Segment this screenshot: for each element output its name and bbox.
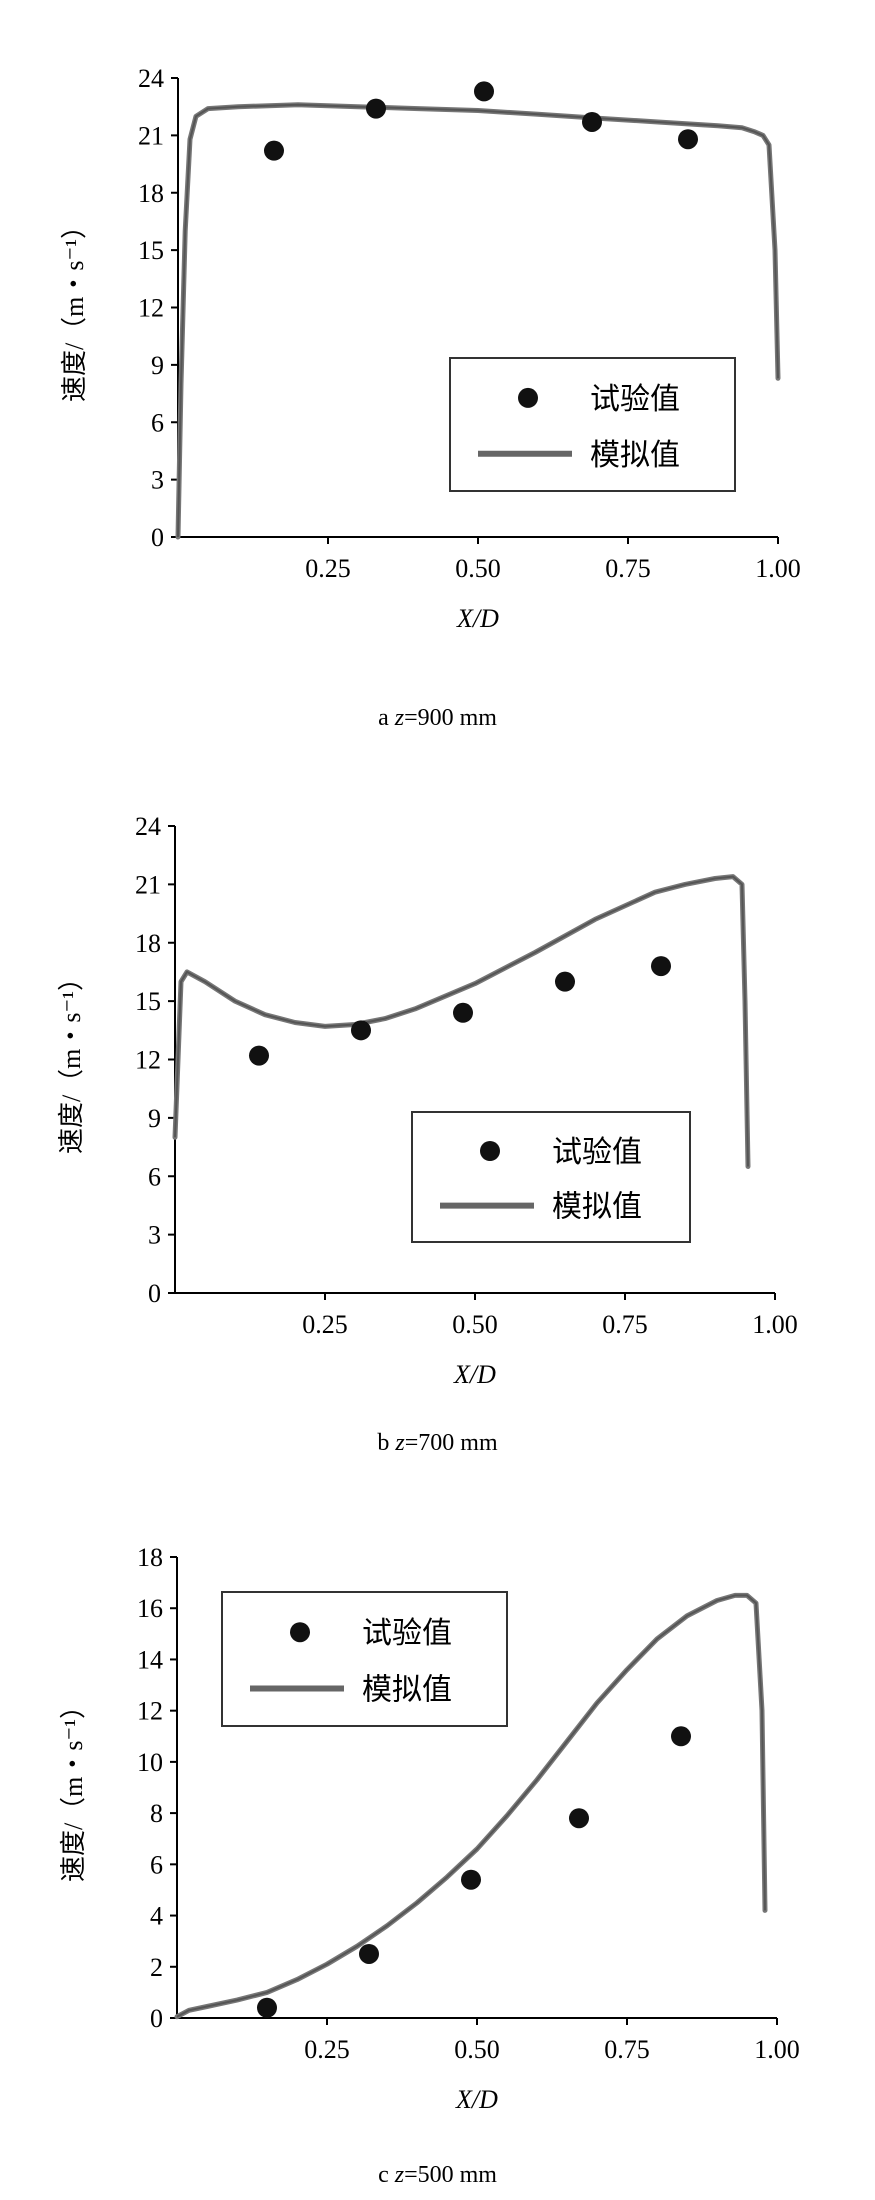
legend-box <box>221 1591 508 1727</box>
x-axis-label: X/D <box>453 1360 496 1389</box>
simulated-curve-core <box>177 103 779 538</box>
chart-panel-c: 0 2 4 6 8 10 12 14 16 18 0.25 0.50 0.75 1.00 X/D 速度/（m・… <box>0 1480 875 2200</box>
experimental-point <box>351 1020 371 1041</box>
legend-label-simulated: 模拟值 <box>552 1190 642 1225</box>
caption-value: =700 mm <box>404 1430 498 1456</box>
y-tick-label: 0 <box>151 523 164 552</box>
legend-marker-experimental <box>290 1622 310 1643</box>
x-axis-label: X/D <box>455 2085 498 2114</box>
y-tick-label: 2 <box>150 1953 163 1982</box>
experimental-point <box>555 971 575 992</box>
legend-box <box>449 357 736 492</box>
x-tick-label: 0.50 <box>454 2035 500 2064</box>
simulated-curve-core <box>174 875 749 1167</box>
experimental-point <box>671 1726 691 1747</box>
y-tick-label: 14 <box>137 1645 163 1674</box>
experimental-point <box>366 98 386 119</box>
chart-caption-b: b z=700 mm <box>0 1430 875 1457</box>
x-tick-label: 0.25 <box>304 2035 350 2064</box>
y-tick-label: 12 <box>138 294 164 323</box>
experimental-point <box>569 1808 589 1829</box>
y-tick-label: 6 <box>148 1162 161 1191</box>
chart-svg-c: 0 2 4 6 8 10 12 14 16 18 0.25 0.50 0.75 1.00 X/D 速度/（m・… <box>59 1543 800 2114</box>
x-tick-label: 1.00 <box>752 1310 798 1339</box>
experimental-point <box>678 129 698 150</box>
y-tick-label: 21 <box>135 870 161 899</box>
x-tick-label: 0.50 <box>452 1310 498 1339</box>
caption-prefix: a <box>378 705 395 731</box>
x-tick-label: 0.75 <box>602 1310 648 1339</box>
y-tick-label: 15 <box>138 236 164 265</box>
chart-panel-b: 0 3 6 9 12 15 18 21 24 0.25 0.50 0.75 1.00 X/D 速度/（m・s… <box>0 740 875 1480</box>
experimental-point <box>453 1002 473 1023</box>
experimental-point <box>582 111 602 132</box>
legend-box <box>411 1111 691 1243</box>
experimental-point <box>474 81 494 102</box>
chart-caption-c: c z=500 mm <box>0 2162 875 2189</box>
experimental-point <box>257 1997 277 2018</box>
y-tick-label: 16 <box>137 1594 163 1623</box>
x-tick-label: 1.00 <box>754 2035 800 2064</box>
experimental-point <box>249 1045 269 1066</box>
x-tick-label: 0.25 <box>302 1310 348 1339</box>
y-axis-label: 速度/（m・s⁻¹） <box>59 1693 88 1882</box>
y-tick-label: 24 <box>135 812 161 841</box>
legend-marker-experimental <box>518 387 538 408</box>
legend-label-simulated: 模拟值 <box>590 438 680 473</box>
legend-label-experimental: 试验值 <box>590 382 680 417</box>
chart-caption-a: a z=900 mm <box>0 705 875 732</box>
y-tick-label: 10 <box>137 1748 163 1777</box>
experimental-point <box>461 1869 481 1890</box>
x-tick-label: 0.25 <box>305 554 351 583</box>
y-tick-label: 24 <box>138 64 164 93</box>
x-tick-label: 0.75 <box>605 554 651 583</box>
legend-label-experimental: 试验值 <box>552 1135 642 1170</box>
chart-svg-a: 0 3 6 9 12 15 18 21 24 0.25 0.50 0.75 1.00 X/D 速度/（m・s… <box>60 64 801 633</box>
caption-prefix: c <box>378 2162 395 2188</box>
caption-value: =500 mm <box>404 2162 497 2188</box>
y-axis-label: 速度/（m・s⁻¹） <box>57 965 86 1154</box>
y-tick-label: 0 <box>148 1279 161 1308</box>
x-axis-label: X/D <box>456 604 499 633</box>
x-tick-label: 0.75 <box>604 2035 650 2064</box>
y-tick-label: 3 <box>148 1221 161 1250</box>
y-tick-label: 21 <box>138 121 164 150</box>
y-tick-label: 12 <box>137 1697 163 1726</box>
experimental-point <box>651 956 671 977</box>
y-tick-label: 6 <box>151 408 164 437</box>
experimental-point <box>264 140 284 161</box>
caption-value: =900 mm <box>404 705 497 731</box>
y-tick-label: 9 <box>148 1104 161 1133</box>
chart-svg-b: 0 3 6 9 12 15 18 21 24 0.25 0.50 0.75 1.00 X/D 速度/（m・s… <box>57 812 798 1389</box>
y-axis-label: 速度/（m・s⁻¹） <box>60 213 89 402</box>
caption-prefix: b <box>377 1430 396 1456</box>
y-tick-label: 8 <box>150 1799 163 1828</box>
y-tick-label: 6 <box>150 1850 163 1879</box>
y-tick-label: 18 <box>135 929 161 958</box>
caption-variable: z <box>394 2162 405 2188</box>
chart-panel-a: 0 3 6 9 12 15 18 21 24 0.25 0.50 0.75 1.00 X/D 速度/（m・s… <box>0 0 875 740</box>
y-tick-label: 18 <box>137 1543 163 1572</box>
y-tick-label: 4 <box>150 1902 163 1931</box>
caption-variable: z <box>395 1430 405 1456</box>
y-tick-label: 12 <box>135 1046 161 1075</box>
y-tick-label: 3 <box>151 466 164 495</box>
y-tick-label: 18 <box>138 179 164 208</box>
y-tick-label: 9 <box>151 351 164 380</box>
y-tick-label: 0 <box>150 2004 163 2033</box>
legend-marker-experimental <box>480 1141 500 1161</box>
legend-label-simulated: 模拟值 <box>362 1672 452 1707</box>
simulated-curve-core <box>176 1594 766 2018</box>
caption-variable: z <box>394 705 405 731</box>
experimental-point <box>359 1943 379 1964</box>
y-tick-label: 15 <box>135 987 161 1016</box>
legend-label-experimental: 试验值 <box>362 1616 452 1651</box>
x-tick-label: 1.00 <box>755 554 801 583</box>
x-tick-label: 0.50 <box>455 554 501 583</box>
